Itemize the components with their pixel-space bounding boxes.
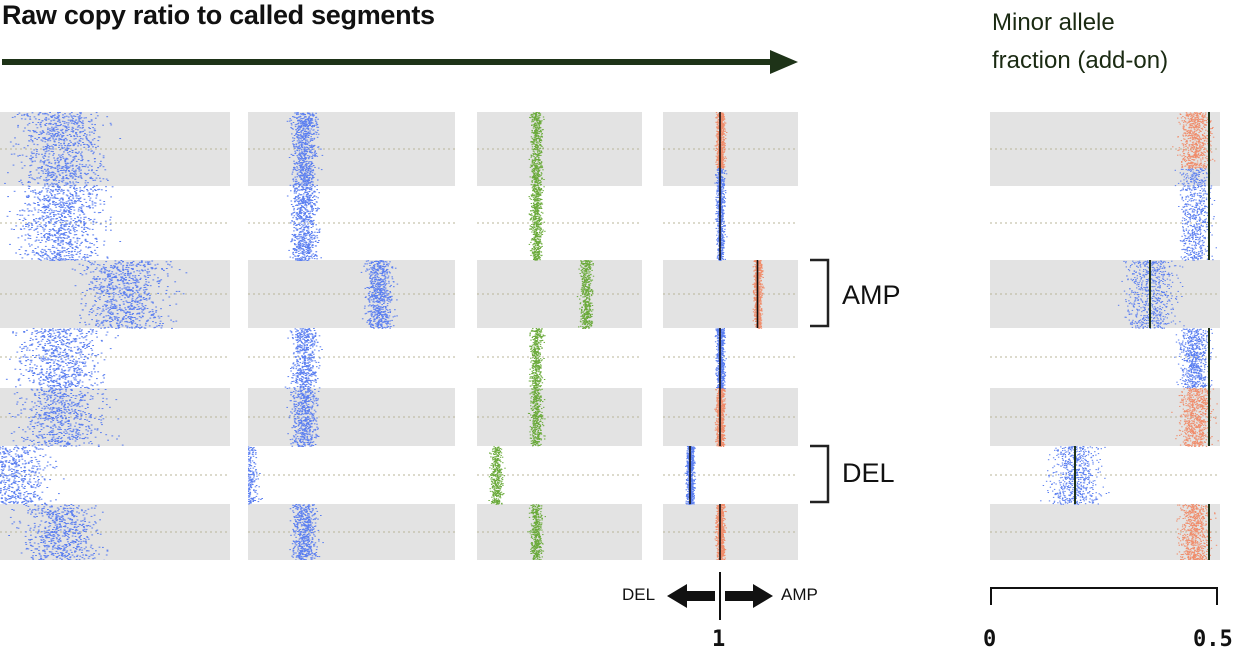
- del-bracket: [810, 444, 830, 504]
- standardized-band: [248, 388, 455, 446]
- segmented-band: [663, 388, 798, 446]
- maf-tick-max: 0.5: [1193, 627, 1233, 652]
- standardized-band: [248, 504, 455, 560]
- denoised-copy-ratio-panel: [477, 112, 642, 560]
- maf-points: [1171, 388, 1219, 447]
- maf-title-line1: Minor allele: [992, 4, 1232, 42]
- standardized-points: [248, 112, 399, 560]
- segmented-band: [663, 260, 798, 328]
- standardized-band: [248, 112, 455, 186]
- denoised-band: [477, 504, 642, 560]
- main-title: Raw copy ratio to called segments: [2, 0, 435, 31]
- maf-points: [1172, 112, 1216, 169]
- denoised-points: [488, 112, 595, 560]
- copy-ratio-direction-arrows: [667, 572, 773, 620]
- amp-label: AMP: [842, 280, 901, 311]
- maf-points: [1117, 260, 1185, 329]
- copy-ratio-tick-1: 1: [712, 627, 725, 652]
- raw-points: [0, 112, 188, 560]
- amp-bracket: [810, 258, 830, 328]
- standardized-copy-ratio-panel: [248, 112, 455, 560]
- maf-axis: [990, 587, 1218, 605]
- amp-direction-label: AMP: [781, 585, 818, 605]
- denoised-band: [477, 388, 642, 446]
- del-direction-label: DEL: [622, 585, 655, 605]
- denoised-band: [477, 112, 642, 186]
- maf-tick-min: 0: [983, 627, 996, 652]
- segmented-band: [663, 112, 798, 186]
- segmented-copy-ratio-panel: [663, 112, 798, 560]
- raw-copy-ratio-panel: [0, 112, 230, 560]
- maf-points: [1174, 168, 1217, 261]
- standardized-band: [248, 260, 455, 328]
- maf-title: Minor allele fraction (add-on): [992, 4, 1232, 80]
- del-label: DEL: [842, 458, 895, 489]
- maf-points: [1174, 328, 1214, 389]
- segmented-band: [663, 504, 798, 560]
- minor-allele-fraction-panel: [990, 112, 1220, 560]
- maf-title-line2: fraction (add-on): [992, 42, 1232, 80]
- denoised-band: [477, 260, 642, 328]
- progression-arrow: [2, 50, 798, 74]
- segment-points: [714, 328, 727, 389]
